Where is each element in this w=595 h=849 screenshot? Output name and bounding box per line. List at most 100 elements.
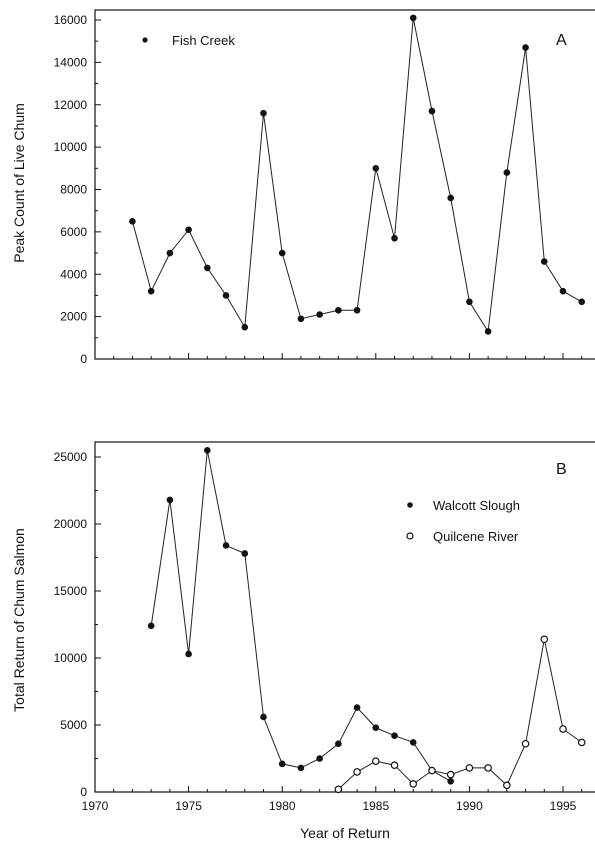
x-axis-label: Year of Return [300, 825, 390, 841]
data-point-fish-creek [260, 109, 267, 117]
data-point-walcott-slough [447, 777, 454, 785]
data-point-walcott-slough [372, 724, 380, 731]
panel-a-x-axis [94, 353, 583, 359]
panel-b-y-tick-label: 5000 [60, 718, 87, 732]
panel-b-x-tick-label: 1985 [362, 799, 389, 813]
data-point-walcott-slough [147, 622, 155, 630]
panel-a-y-tick-label: 12000 [54, 98, 88, 112]
data-point-quilcene-river [503, 781, 511, 790]
data-point-walcott-slough [316, 755, 323, 762]
data-point-walcott-slough [335, 740, 342, 748]
data-point-walcott-slough [391, 732, 398, 740]
data-point-fish-creek [185, 226, 192, 234]
panel-b-legend: Walcott Slough Quilcene River [406, 498, 520, 544]
data-point-quilcene-river [334, 785, 343, 794]
data-point-walcott-slough [166, 496, 174, 504]
data-point-quilcene-river [484, 764, 492, 772]
data-point-walcott-slough [241, 550, 249, 557]
data-point-fish-creek [428, 107, 436, 115]
legend-walcott-marker [407, 502, 413, 508]
data-point-walcott-slough [353, 704, 361, 711]
panel-b-frame [94, 441, 595, 793]
data-point-fish-creek [278, 249, 286, 257]
data-point-fish-creek [335, 306, 342, 314]
panel-a-legend: Fish Creek [142, 33, 235, 48]
data-point-fish-creek [559, 287, 567, 295]
panel-b-x-tick-label: 1970 [82, 799, 109, 813]
data-point-fish-creek [391, 234, 398, 242]
panel-a-frame [94, 9, 595, 360]
data-point-quilcene-river [353, 768, 361, 776]
data-point-walcott-slough [297, 764, 305, 772]
data-point-fish-creek [447, 194, 454, 202]
legend-quilcene-label: Quilcene River [433, 529, 519, 544]
panel-b-y-tick-label: 15000 [54, 584, 88, 598]
data-point-quilcene-river [446, 770, 455, 779]
data-point-fish-creek [466, 298, 473, 306]
data-point-quilcene-river [390, 761, 399, 770]
data-point-fish-creek [222, 292, 230, 299]
data-point-fish-creek [147, 287, 155, 295]
series-line-fish-creek [131, 17, 582, 333]
data-point-quilcene-river [577, 738, 586, 747]
panel-b-x-tick-label: 1975 [175, 799, 202, 813]
panel-b-x-tick-label: 1990 [456, 799, 483, 813]
panel-a-y-axis: 0 2000 4000 6000 8000 10000 12000 14000 16000 [54, 13, 101, 366]
data-point-fish-creek [484, 328, 492, 335]
data-point-fish-creek [372, 165, 380, 172]
data-point-fish-creek [297, 315, 305, 323]
panel-a-y-tick-label: 2000 [60, 310, 87, 324]
data-point-fish-creek [316, 311, 323, 318]
panel-a-y-tick-label: 10000 [54, 140, 88, 154]
series-line-quilcene-river [338, 639, 582, 790]
panel-a-y-tick-label: 8000 [60, 183, 87, 197]
data-point-walcott-slough [185, 650, 192, 658]
legend-quilcene-marker [406, 532, 414, 540]
data-point-fish-creek [241, 323, 249, 331]
panel-a-y-axis-label: Peak Count of Live Chum [11, 103, 27, 263]
data-point-walcott-slough [278, 760, 286, 768]
panel-a-legend-label: Fish Creek [172, 33, 235, 48]
panel-a-series [129, 14, 586, 335]
panel-b-y-axis: 0 5000 10000 15000 20000 25000 [54, 450, 101, 799]
panel-a-y-tick-label: 14000 [54, 55, 88, 69]
data-point-walcott-slough [260, 713, 267, 721]
panel-b-x-axis: 1970 1975 1980 1985 1990 1995 [82, 786, 583, 813]
panel-a-y-tick-label: 4000 [60, 267, 87, 281]
data-point-quilcene-river [428, 766, 436, 775]
panel-a-y-tick-label: 0 [80, 352, 87, 366]
panel-b-y-tick-label: 20000 [54, 517, 88, 531]
data-point-quilcene-river [521, 739, 530, 748]
data-point-walcott-slough [222, 542, 230, 549]
panel-a-letter: A [556, 32, 567, 49]
data-point-fish-creek [540, 258, 548, 265]
data-point-fish-creek [409, 14, 417, 22]
data-point-fish-creek [578, 298, 586, 306]
data-point-fish-creek [353, 306, 361, 314]
panel-a-legend-marker [142, 37, 148, 43]
data-point-quilcene-river [371, 757, 380, 765]
panel-b-y-tick-label: 0 [80, 785, 87, 799]
data-point-walcott-slough [409, 739, 417, 746]
panel-a-y-tick-label: 6000 [60, 225, 87, 239]
panel-b-series [147, 446, 586, 794]
panel-b-y-axis-label: Total Return of Chum Salmon [11, 528, 27, 712]
data-point-quilcene-river [465, 764, 474, 772]
panel-b-y-tick-label: 10000 [54, 651, 88, 665]
panel-a-chart: 0 2000 4000 6000 8000 10000 12000 14000 16000 Pe… [11, 9, 595, 366]
data-point-fish-creek [166, 249, 174, 257]
data-point-fish-creek [522, 44, 529, 51]
panel-b-y-tick-label: 25000 [54, 450, 88, 464]
series-line-walcott-slough [150, 450, 451, 782]
panel-b-x-tick-label: 1980 [269, 799, 296, 813]
panel-b-letter: B [556, 461, 567, 478]
data-point-walcott-slough [204, 446, 211, 454]
data-point-quilcene-river [559, 725, 567, 733]
panel-a-y-tick-label: 16000 [54, 13, 88, 27]
legend-walcott-label: Walcott Slough [433, 498, 520, 513]
panel-b-x-tick-label: 1995 [550, 799, 577, 813]
data-point-fish-creek [204, 264, 211, 272]
data-point-quilcene-river [540, 635, 549, 644]
